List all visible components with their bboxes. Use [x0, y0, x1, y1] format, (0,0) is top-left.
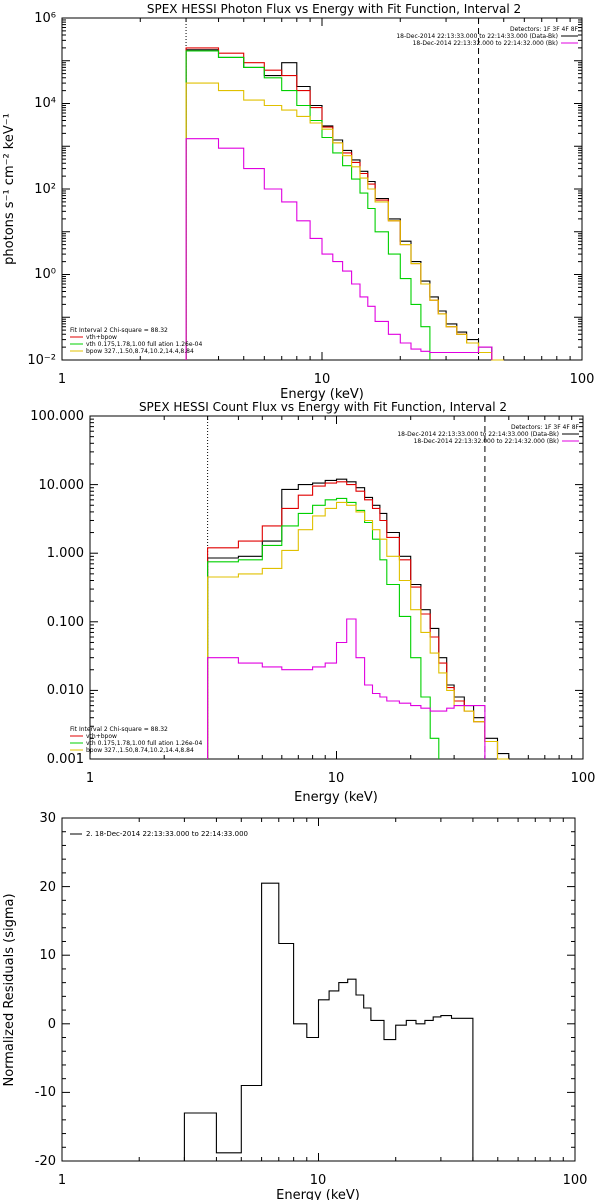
panel3-xtick-label: 1	[58, 1173, 66, 1188]
panel2-ytick-label: 0.100	[47, 615, 84, 630]
series-vth-line	[207, 497, 440, 759]
panel2-xlabel: Energy (keV)	[294, 790, 378, 805]
series-total-fit-line	[207, 481, 509, 760]
count-flux-panel: SPEX HESSI Count Flux vs Energy with Fit…	[30, 400, 595, 805]
panel2-series-group	[207, 478, 510, 760]
panel1-ytick-label: 10⁻²	[27, 353, 56, 368]
panel3-ytick-label: 0	[48, 1017, 56, 1032]
panel1-title: SPEX HESSI Photon Flux vs Energy with Fi…	[147, 2, 521, 16]
panel2-xtick-label: 10	[328, 771, 345, 786]
panel2-ytick-label: 1.000	[47, 546, 84, 561]
panel3-ytick-label: 10	[39, 948, 56, 963]
panel1-xlabel: Energy (keV)	[280, 387, 364, 402]
panel2-xtick-label: 1	[86, 771, 94, 786]
panel1-ylabel: photons s⁻¹ cm⁻² keV⁻¹	[2, 113, 17, 265]
panel1-fit-item: vth+bpow	[86, 334, 117, 341]
panel1-xtick-label: 1	[58, 372, 66, 387]
panel2-detectors: Detectors: 1F 3F 4F 8F	[511, 424, 580, 431]
panel3-plot-frame	[61, 817, 576, 1162]
panel2-plot-frame	[89, 415, 584, 760]
panel3-series-group	[183, 882, 474, 1161]
panel3-legend: 2. 18-Dec-2014 22:13:33.000 to 22:14:33.…	[86, 830, 248, 838]
panel3-xtick-label: 100	[563, 1173, 588, 1188]
panel1-series-group	[185, 47, 504, 361]
panel3-ytick-label: -10	[35, 1085, 56, 1100]
series-total-fit-line	[185, 47, 504, 361]
series-background-line	[185, 138, 493, 360]
panel1-detectors: Detectors: 1F 3F 4F 8F	[510, 26, 579, 33]
series-background-line	[207, 618, 486, 759]
series-bpow-line	[185, 82, 504, 361]
panel1-plot-frame	[61, 17, 583, 361]
panel3-ytick-label: 30	[39, 811, 56, 826]
panel1-ytick-label: 10²	[34, 182, 56, 197]
panel3-ytick-label: -20	[35, 1154, 56, 1169]
panel3-xtick-label: 10	[310, 1173, 327, 1188]
panel3-ylabel: Normalized Residuals (sigma)	[2, 893, 17, 1086]
panel2-ytick-label: 0.001	[47, 752, 84, 767]
series-vth-line	[185, 50, 431, 360]
panel2-title: SPEX HESSI Count Flux vs Energy with Fit…	[139, 400, 507, 414]
residuals-panel: 1 10 100 Energy (keV) -20 -10 0 10 20 30…	[2, 811, 588, 1203]
panel2-xtick-label: 100	[571, 771, 596, 786]
panel1-fit-item: vth 0.175,1.78,1.00 full ation 1.26e-04	[86, 341, 202, 348]
panel1-ytick-label: 10⁴	[34, 96, 56, 111]
panel1-header-line1: 18-Dec-2014 22:13:33.000 to 22:14:33.000…	[396, 33, 558, 40]
panel1-header-line2: 18-Dec-2014 22:13:32.000 to 22:14:32.000…	[413, 40, 558, 47]
panel1-xtick-label: 100	[570, 372, 595, 387]
panel2-fit-item: vth 0.175,1.78,1.00 full ation 1.26e-04	[86, 740, 202, 747]
panel2-ytick-label: 100.000	[30, 409, 84, 424]
panel3-ytick-label: 20	[39, 880, 56, 895]
panel2-ytick-label: 10.000	[39, 478, 85, 493]
panel1-ytick-label: 10⁰	[34, 267, 56, 282]
panel1-ticks	[61, 18, 582, 361]
photon-flux-panel: SPEX HESSI Photon Flux vs Energy with Fi…	[2, 2, 594, 402]
panel2-ytick-label: 0.010	[47, 683, 84, 698]
panel1-xtick-label: 10	[314, 372, 331, 387]
panel2-fit-item: bpow 327.,1.50,8.74,10.2,14.4,8.84	[86, 747, 194, 754]
series-data-line	[183, 882, 474, 1161]
panel1-fit-title: Fit Interval 2 Chi-square = 88.32	[70, 327, 168, 334]
panel2-fit-title: Fit Interval 2 Chi-square = 88.32	[70, 726, 168, 733]
panel2-header-line2: 18-Dec-2014 22:13:32.000 to 22:14:32.000…	[414, 438, 559, 445]
panel2-ticks	[89, 416, 583, 760]
panel2-header-line1: 18-Dec-2014 22:13:33.000 to 22:14:33.000…	[397, 431, 559, 438]
panel1-fit-item: bpow 327.,1.50,8.74,10.2,14.4,8.84	[86, 348, 194, 355]
panel2-fit-item: vth+bpow	[86, 733, 117, 740]
panel3-xlabel: Energy (keV)	[276, 1188, 360, 1200]
panel1-ytick-label: 10⁶	[34, 11, 56, 26]
series-data-line	[207, 478, 510, 759]
panel3-ticks	[61, 817, 575, 1162]
